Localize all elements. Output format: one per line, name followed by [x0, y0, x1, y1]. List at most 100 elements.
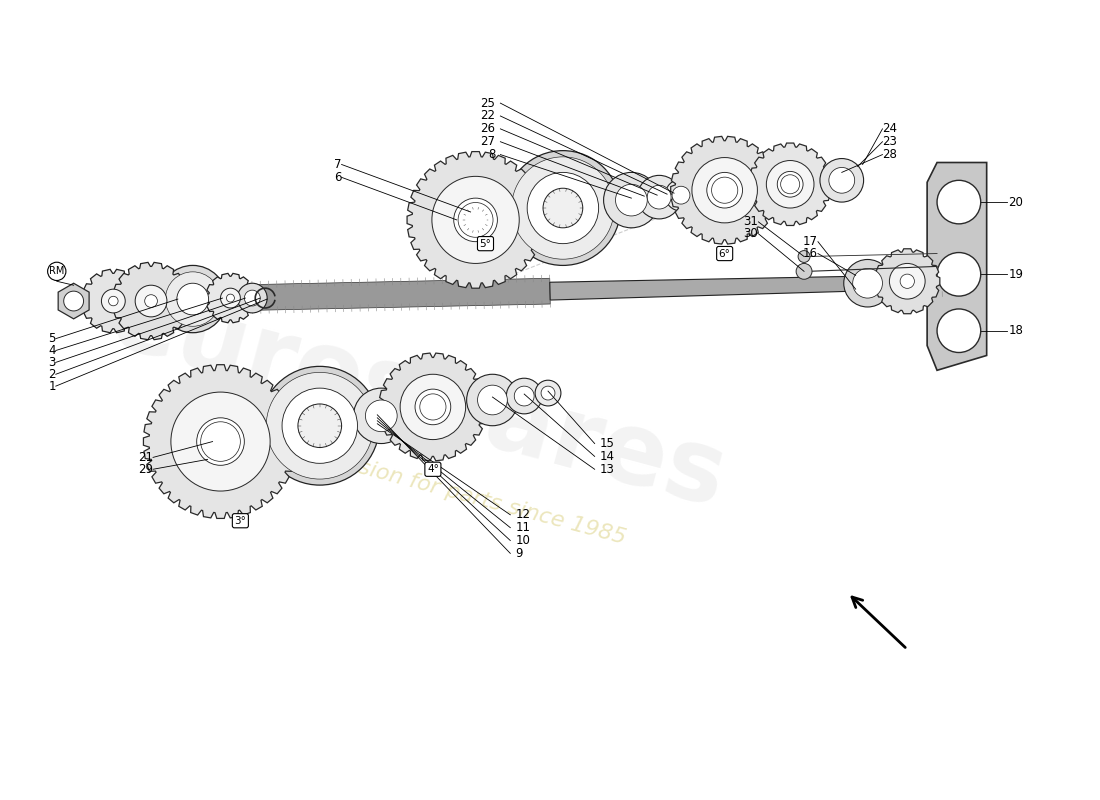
Circle shape: [900, 274, 914, 288]
Circle shape: [400, 374, 465, 439]
Circle shape: [937, 253, 981, 296]
Circle shape: [165, 272, 220, 326]
Circle shape: [353, 388, 409, 443]
Circle shape: [403, 378, 463, 437]
Text: 20: 20: [1009, 195, 1023, 209]
Circle shape: [175, 396, 266, 487]
Circle shape: [442, 186, 509, 254]
Circle shape: [261, 366, 380, 485]
Text: 18: 18: [1009, 324, 1023, 338]
Circle shape: [453, 198, 497, 242]
Circle shape: [436, 180, 515, 259]
Circle shape: [432, 176, 519, 263]
Circle shape: [282, 388, 358, 463]
Circle shape: [177, 283, 209, 315]
Circle shape: [637, 175, 681, 219]
Circle shape: [695, 161, 755, 220]
Text: 7: 7: [334, 158, 342, 171]
Circle shape: [64, 291, 84, 311]
Circle shape: [109, 296, 118, 306]
Circle shape: [515, 386, 535, 406]
Text: 25: 25: [481, 97, 495, 110]
Text: 26: 26: [481, 122, 495, 135]
Text: 9: 9: [515, 547, 522, 560]
Circle shape: [541, 386, 556, 400]
Circle shape: [407, 381, 459, 433]
Polygon shape: [857, 274, 943, 296]
Text: 22: 22: [481, 110, 495, 122]
Circle shape: [527, 172, 598, 244]
Polygon shape: [927, 162, 987, 370]
Polygon shape: [206, 274, 255, 322]
Circle shape: [768, 162, 812, 206]
Circle shape: [890, 263, 925, 299]
Text: 27: 27: [481, 135, 495, 148]
Circle shape: [466, 374, 518, 426]
Text: eurospares: eurospares: [101, 271, 737, 529]
Polygon shape: [874, 249, 939, 314]
Circle shape: [796, 263, 812, 279]
Circle shape: [160, 266, 227, 333]
Text: 11: 11: [515, 521, 530, 534]
Circle shape: [707, 172, 743, 208]
Circle shape: [145, 294, 157, 307]
Circle shape: [937, 180, 981, 224]
Circle shape: [420, 394, 446, 420]
Text: 31: 31: [744, 215, 758, 228]
Text: RM: RM: [50, 266, 65, 276]
Polygon shape: [550, 274, 957, 300]
Circle shape: [284, 390, 355, 462]
Text: 15: 15: [600, 437, 615, 450]
Circle shape: [506, 378, 542, 414]
Text: 24: 24: [882, 122, 898, 135]
Text: 14: 14: [600, 450, 615, 463]
Circle shape: [535, 380, 561, 406]
Text: 8: 8: [488, 148, 495, 161]
Circle shape: [220, 288, 241, 308]
Polygon shape: [143, 365, 298, 518]
Text: 29: 29: [138, 462, 153, 476]
Circle shape: [616, 184, 647, 216]
Polygon shape: [407, 151, 544, 288]
Circle shape: [778, 171, 803, 197]
Circle shape: [820, 158, 864, 202]
Circle shape: [604, 172, 659, 228]
Circle shape: [170, 392, 271, 491]
Text: 4: 4: [48, 344, 56, 357]
Circle shape: [458, 202, 493, 238]
Text: 17: 17: [803, 235, 818, 248]
Circle shape: [101, 289, 125, 313]
Text: 21: 21: [138, 451, 153, 464]
Circle shape: [698, 164, 751, 216]
Circle shape: [415, 389, 451, 425]
Polygon shape: [88, 290, 178, 308]
Text: 13: 13: [600, 462, 615, 476]
Circle shape: [529, 174, 596, 242]
Circle shape: [781, 174, 800, 194]
Circle shape: [200, 422, 241, 462]
Circle shape: [463, 207, 488, 233]
Circle shape: [799, 250, 810, 262]
Text: 2: 2: [48, 368, 56, 381]
Text: 28: 28: [882, 148, 898, 161]
Circle shape: [647, 186, 671, 209]
Polygon shape: [671, 136, 779, 244]
Text: 6: 6: [334, 171, 342, 184]
Circle shape: [244, 290, 261, 306]
Text: 3: 3: [48, 356, 56, 369]
Circle shape: [543, 188, 583, 228]
Circle shape: [672, 186, 690, 204]
Text: 4°: 4°: [427, 464, 439, 474]
Polygon shape: [112, 262, 190, 340]
Text: 10: 10: [515, 534, 530, 547]
Text: 19: 19: [1009, 268, 1023, 281]
Circle shape: [505, 150, 620, 266]
Text: a passion for parts since 1985: a passion for parts since 1985: [298, 442, 628, 548]
Circle shape: [365, 400, 397, 432]
Text: 12: 12: [515, 508, 530, 522]
Circle shape: [266, 372, 373, 479]
Circle shape: [712, 177, 738, 203]
Text: 1: 1: [48, 380, 56, 393]
Circle shape: [692, 158, 758, 223]
Text: 5: 5: [48, 332, 56, 345]
